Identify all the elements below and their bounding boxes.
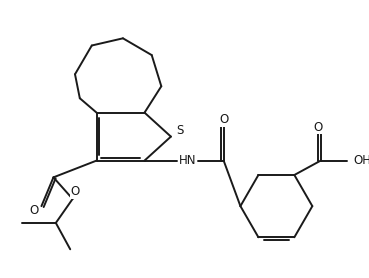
Text: S: S — [176, 124, 183, 137]
Text: HN: HN — [179, 154, 196, 167]
Text: O: O — [30, 204, 39, 217]
Text: O: O — [314, 121, 323, 133]
Text: O: O — [219, 113, 228, 126]
Text: OH: OH — [354, 154, 369, 167]
Text: O: O — [70, 185, 80, 198]
